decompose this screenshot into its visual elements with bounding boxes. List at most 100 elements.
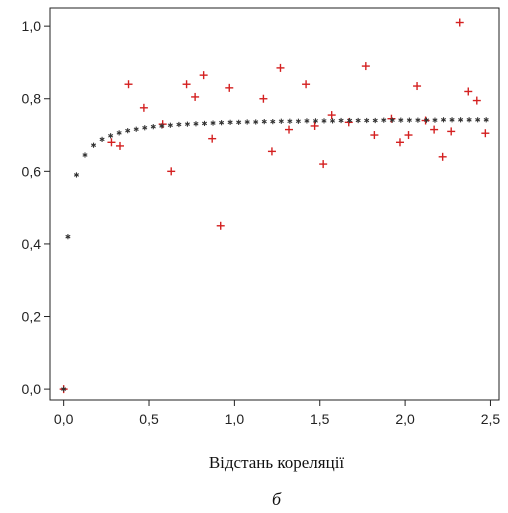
data-point-asterisk (270, 119, 276, 125)
data-point-plus (139, 103, 148, 112)
data-point-asterisk (227, 119, 233, 125)
data-point-plus (182, 80, 191, 89)
y-axis: 0,0 0,2 0,4 0,6 0,8 1,0 (22, 18, 50, 397)
data-point-asterisk (347, 117, 353, 124)
data-point-plus (472, 96, 481, 105)
x-tick-label: 2,0 (395, 411, 415, 427)
series-layer (59, 18, 490, 394)
data-point-plus (370, 131, 379, 140)
data-point-asterisk (150, 124, 156, 130)
data-point-asterisk (423, 117, 429, 123)
x-tick-label: 2,5 (481, 411, 501, 427)
data-point-asterisk (321, 118, 327, 124)
data-point-asterisk (398, 117, 404, 123)
data-point-asterisk (415, 117, 421, 123)
data-point-plus (438, 152, 447, 161)
plot-area (49, 7, 500, 401)
data-point-asterisk (381, 117, 387, 123)
data-point-asterisk (236, 119, 242, 125)
data-point-plus (107, 138, 116, 147)
x-tick-label: 0,0 (54, 411, 74, 427)
data-point-plus (199, 71, 208, 80)
data-point-plus (327, 111, 336, 120)
data-point-plus (430, 125, 439, 134)
data-point-asterisk (219, 120, 225, 126)
x-tick-label: 0,5 (139, 411, 159, 427)
data-point-plus (455, 18, 464, 27)
data-point-asterisk (90, 142, 97, 148)
data-point-asterisk (330, 118, 336, 124)
data-point-asterisk (193, 121, 199, 127)
figure-caption: б (272, 489, 282, 509)
data-point-asterisk (406, 117, 412, 123)
data-point-plus (447, 127, 456, 136)
data-point-asterisk (125, 128, 131, 134)
data-point-asterisk (475, 117, 481, 123)
data-point-plus (124, 80, 133, 89)
data-point-plus (225, 83, 234, 92)
y-tick-label: 1,0 (22, 18, 42, 34)
data-point-asterisk (364, 117, 370, 124)
data-point-asterisk (176, 121, 182, 128)
data-point-plus (319, 160, 328, 169)
data-point-asterisk (65, 234, 71, 240)
data-point-asterisk (389, 117, 395, 123)
data-point-plus (276, 63, 285, 72)
data-point-asterisk (142, 125, 148, 131)
data-point-plus (267, 147, 276, 156)
data-point-asterisk (99, 136, 105, 142)
x-tick-label: 1,5 (310, 411, 330, 427)
data-point-asterisk (167, 122, 173, 128)
data-point-asterisk (108, 133, 114, 139)
x-axis: 0,0 0,5 1,0 1,5 2,0 2,5 (54, 400, 500, 427)
data-point-asterisk (295, 118, 301, 124)
data-point-asterisk (278, 118, 284, 124)
data-point-asterisk (116, 130, 122, 136)
data-point-asterisk (449, 117, 455, 123)
data-point-asterisk (312, 118, 319, 124)
data-point-asterisk (82, 152, 88, 158)
data-point-asterisk (184, 121, 190, 127)
y-tick-label: 0,6 (22, 163, 42, 179)
x-axis-title: Відстань кореляції (209, 453, 345, 472)
data-point-plus (191, 92, 200, 101)
data-point-asterisk (304, 118, 310, 124)
data-point-asterisk (201, 120, 208, 127)
data-point-asterisk (338, 117, 344, 124)
data-point-asterisk (133, 126, 139, 132)
data-point-plus (208, 134, 217, 143)
data-point-asterisk (61, 386, 67, 392)
data-point-plus (413, 82, 422, 91)
data-point-plus (285, 125, 294, 134)
y-tick-label: 0,2 (22, 309, 42, 325)
data-point-plus (115, 141, 124, 150)
data-point-plus (481, 129, 490, 138)
data-point-plus (259, 94, 268, 103)
data-point-plus (404, 131, 413, 140)
data-point-asterisk (440, 117, 447, 123)
y-tick-label: 0,8 (22, 91, 42, 107)
data-point-plus (167, 167, 176, 176)
y-tick-label: 0,4 (22, 236, 42, 252)
data-point-asterisk (432, 117, 438, 123)
data-point-asterisk (372, 117, 378, 124)
data-point-asterisk (458, 117, 464, 123)
data-point-plus (310, 121, 319, 130)
data-point-asterisk (466, 117, 472, 123)
data-point-plus (216, 221, 225, 230)
data-point-asterisk (355, 117, 361, 124)
data-point-plus (464, 87, 473, 96)
x-tick-label: 1,0 (225, 411, 245, 427)
data-point-asterisk (244, 119, 250, 125)
data-point-asterisk (253, 119, 259, 125)
data-point-asterisk (73, 172, 79, 178)
data-point-asterisk (261, 119, 267, 125)
data-point-asterisk (287, 118, 293, 124)
data-point-asterisk (210, 120, 216, 126)
plot-frame (49, 7, 500, 401)
data-point-asterisk (483, 117, 489, 123)
data-point-asterisk (159, 123, 165, 129)
data-point-plus (395, 138, 404, 147)
data-point-plus (361, 62, 370, 71)
